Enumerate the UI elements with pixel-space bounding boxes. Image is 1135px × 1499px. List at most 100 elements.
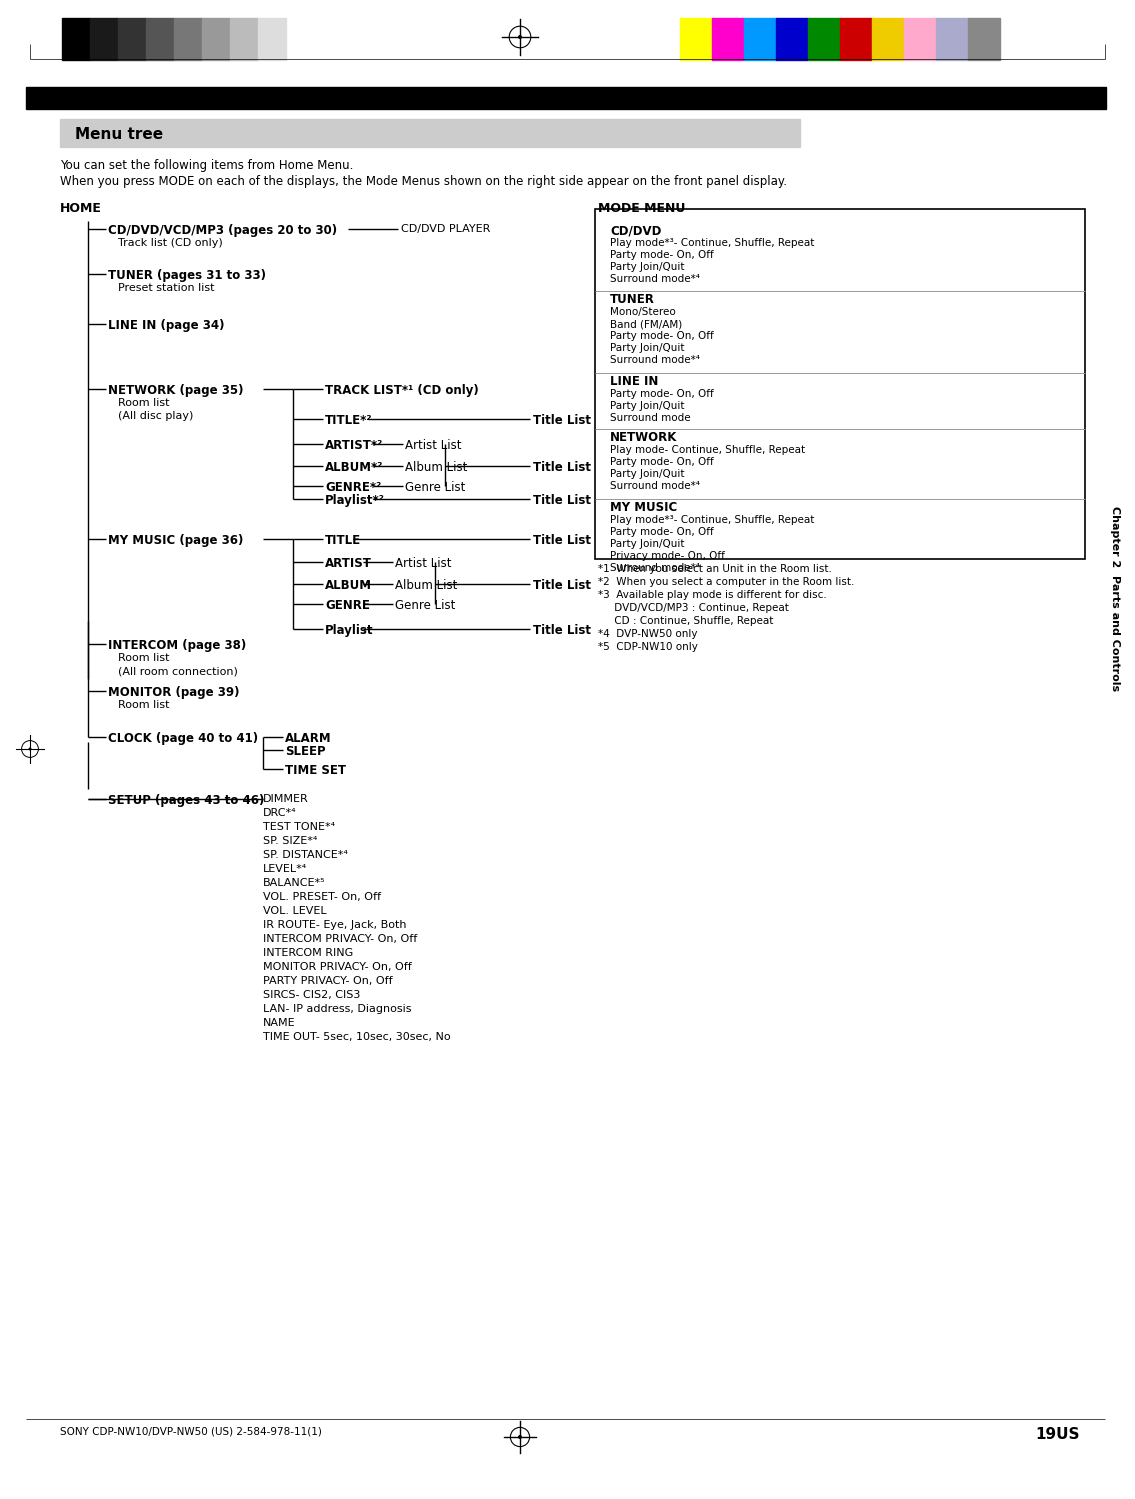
Text: Playlist: Playlist	[325, 624, 373, 637]
Text: CD/DVD: CD/DVD	[609, 223, 662, 237]
Text: LEVEL*⁴: LEVEL*⁴	[263, 863, 308, 874]
Circle shape	[28, 748, 32, 751]
Text: *1  When you select an Unit in the Room list.: *1 When you select an Unit in the Room l…	[598, 564, 832, 574]
Text: SIRCS- CIS2, CIS3: SIRCS- CIS2, CIS3	[263, 989, 361, 1000]
Bar	[258, 18, 286, 60]
Text: NAME: NAME	[263, 1018, 295, 1028]
Bar	[745, 18, 776, 60]
Text: TIME OUT- 5sec, 10sec, 30sec, No: TIME OUT- 5sec, 10sec, 30sec, No	[263, 1031, 451, 1042]
Text: SETUP (pages 43 to 46): SETUP (pages 43 to 46)	[108, 794, 264, 806]
Text: Party Join/Quit: Party Join/Quit	[609, 469, 684, 480]
Text: Band (FM/AM): Band (FM/AM)	[609, 319, 682, 328]
Text: CD/DVD PLAYER: CD/DVD PLAYER	[401, 223, 490, 234]
Text: SONY CDP-NW10/DVP-NW50 (US) 2-584-978-11(1): SONY CDP-NW10/DVP-NW50 (US) 2-584-978-11…	[60, 1427, 322, 1438]
Text: DVD/VCD/MP3 : Continue, Repeat: DVD/VCD/MP3 : Continue, Repeat	[598, 603, 789, 613]
Text: Artist List: Artist List	[395, 558, 452, 570]
Text: Play mode- Continue, Shuffle, Repeat: Play mode- Continue, Shuffle, Repeat	[609, 445, 805, 456]
Text: LINE IN (page 34): LINE IN (page 34)	[108, 319, 225, 331]
Circle shape	[518, 1435, 522, 1439]
Text: TITLE*²: TITLE*²	[325, 414, 372, 427]
Text: Genre List: Genre List	[405, 481, 465, 495]
Text: HOME: HOME	[60, 202, 102, 214]
Bar	[62, 18, 90, 60]
Text: Surround mode*⁴: Surround mode*⁴	[609, 481, 700, 492]
Text: CLOCK (page 40 to 41): CLOCK (page 40 to 41)	[108, 732, 258, 745]
Bar	[90, 18, 118, 60]
Bar	[968, 18, 1000, 60]
Text: Track list (CD only): Track list (CD only)	[118, 238, 222, 247]
Text: TRACK LIST*¹ (CD only): TRACK LIST*¹ (CD only)	[325, 384, 479, 397]
Text: INTERCOM (page 38): INTERCOM (page 38)	[108, 639, 246, 652]
Text: Privacy mode- On, Off: Privacy mode- On, Off	[609, 552, 725, 561]
Bar	[936, 18, 968, 60]
Text: Preset station list: Preset station list	[118, 283, 215, 292]
Text: Room list: Room list	[118, 700, 169, 711]
Text: TUNER: TUNER	[609, 292, 655, 306]
Text: VOL. LEVEL: VOL. LEVEL	[263, 905, 327, 916]
Text: Genre List: Genre List	[395, 600, 455, 612]
Text: Party Join/Quit: Party Join/Quit	[609, 262, 684, 271]
Text: *3  Available play mode is different for disc.: *3 Available play mode is different for …	[598, 591, 826, 600]
Text: Album List: Album List	[405, 462, 468, 474]
Text: Title List: Title List	[533, 534, 591, 547]
Text: NETWORK (page 35): NETWORK (page 35)	[108, 384, 244, 397]
Bar	[202, 18, 230, 60]
Text: SP. SIZE*⁴: SP. SIZE*⁴	[263, 836, 318, 845]
Text: INTERCOM PRIVACY- On, Off: INTERCOM PRIVACY- On, Off	[263, 934, 418, 944]
Text: TITLE: TITLE	[325, 534, 361, 547]
Text: CD : Continue, Shuffle, Repeat: CD : Continue, Shuffle, Repeat	[598, 616, 773, 627]
Text: MY MUSIC (page 36): MY MUSIC (page 36)	[108, 534, 243, 547]
Text: Party mode- On, Off: Party mode- On, Off	[609, 457, 714, 468]
Bar	[808, 18, 840, 60]
Text: Artist List: Artist List	[405, 439, 462, 453]
Text: BALANCE*⁵: BALANCE*⁵	[263, 878, 326, 887]
Text: NETWORK: NETWORK	[609, 432, 678, 444]
Text: VOL. PRESET- On, Off: VOL. PRESET- On, Off	[263, 892, 381, 902]
Text: SLEEP: SLEEP	[285, 745, 326, 758]
Bar	[840, 18, 872, 60]
Text: IR ROUTE- Eye, Jack, Both: IR ROUTE- Eye, Jack, Both	[263, 920, 406, 929]
Bar	[595, 208, 1085, 559]
Bar	[680, 18, 712, 60]
Text: Surround mode*⁴: Surround mode*⁴	[609, 355, 700, 364]
Text: Surround mode*⁴: Surround mode*⁴	[609, 564, 700, 573]
Bar	[776, 18, 808, 60]
Text: ALARM: ALARM	[285, 732, 331, 745]
Bar	[174, 18, 202, 60]
Text: MODE MENU: MODE MENU	[598, 202, 686, 214]
Text: Play mode*³- Continue, Shuffle, Repeat: Play mode*³- Continue, Shuffle, Repeat	[609, 238, 815, 247]
Text: TEST TONE*⁴: TEST TONE*⁴	[263, 821, 335, 832]
Text: *5  CDP-NW10 only: *5 CDP-NW10 only	[598, 642, 698, 652]
Bar	[118, 18, 146, 60]
Text: (All disc play): (All disc play)	[118, 411, 193, 421]
Text: When you press MODE on each of the displays, the Mode Menus shown on the right s: When you press MODE on each of the displ…	[60, 175, 787, 187]
Circle shape	[518, 34, 522, 39]
Text: TUNER (pages 31 to 33): TUNER (pages 31 to 33)	[108, 268, 266, 282]
Text: MONITOR PRIVACY- On, Off: MONITOR PRIVACY- On, Off	[263, 962, 412, 971]
Bar	[872, 18, 903, 60]
Text: Party Join/Quit: Party Join/Quit	[609, 402, 684, 411]
Bar	[146, 18, 174, 60]
Text: MY MUSIC: MY MUSIC	[609, 501, 678, 514]
Text: INTERCOM RING: INTERCOM RING	[263, 947, 353, 958]
Text: Party mode- On, Off: Party mode- On, Off	[609, 331, 714, 340]
Text: PARTY PRIVACY- On, Off: PARTY PRIVACY- On, Off	[263, 976, 393, 986]
Text: SP. DISTANCE*⁴: SP. DISTANCE*⁴	[263, 850, 347, 860]
Text: Mono/Stereo: Mono/Stereo	[609, 307, 675, 316]
Text: Party mode- On, Off: Party mode- On, Off	[609, 390, 714, 399]
Bar	[903, 18, 936, 60]
Text: 19US: 19US	[1035, 1427, 1081, 1442]
Text: Playlist*²: Playlist*²	[325, 495, 385, 507]
Bar	[26, 87, 1105, 109]
Text: GENRE*²: GENRE*²	[325, 481, 381, 495]
Text: DRC*⁴: DRC*⁴	[263, 808, 296, 818]
Text: ARTIST*²: ARTIST*²	[325, 439, 384, 453]
Bar	[712, 18, 745, 60]
Text: Chapter 2  Parts and Controls: Chapter 2 Parts and Controls	[1110, 507, 1120, 691]
Text: GENRE: GENRE	[325, 600, 370, 612]
Text: Menu tree: Menu tree	[75, 127, 163, 142]
Text: DIMMER: DIMMER	[263, 794, 309, 803]
Text: Title List: Title List	[533, 495, 591, 507]
Bar	[60, 118, 800, 147]
Text: *4  DVP-NW50 only: *4 DVP-NW50 only	[598, 630, 698, 639]
